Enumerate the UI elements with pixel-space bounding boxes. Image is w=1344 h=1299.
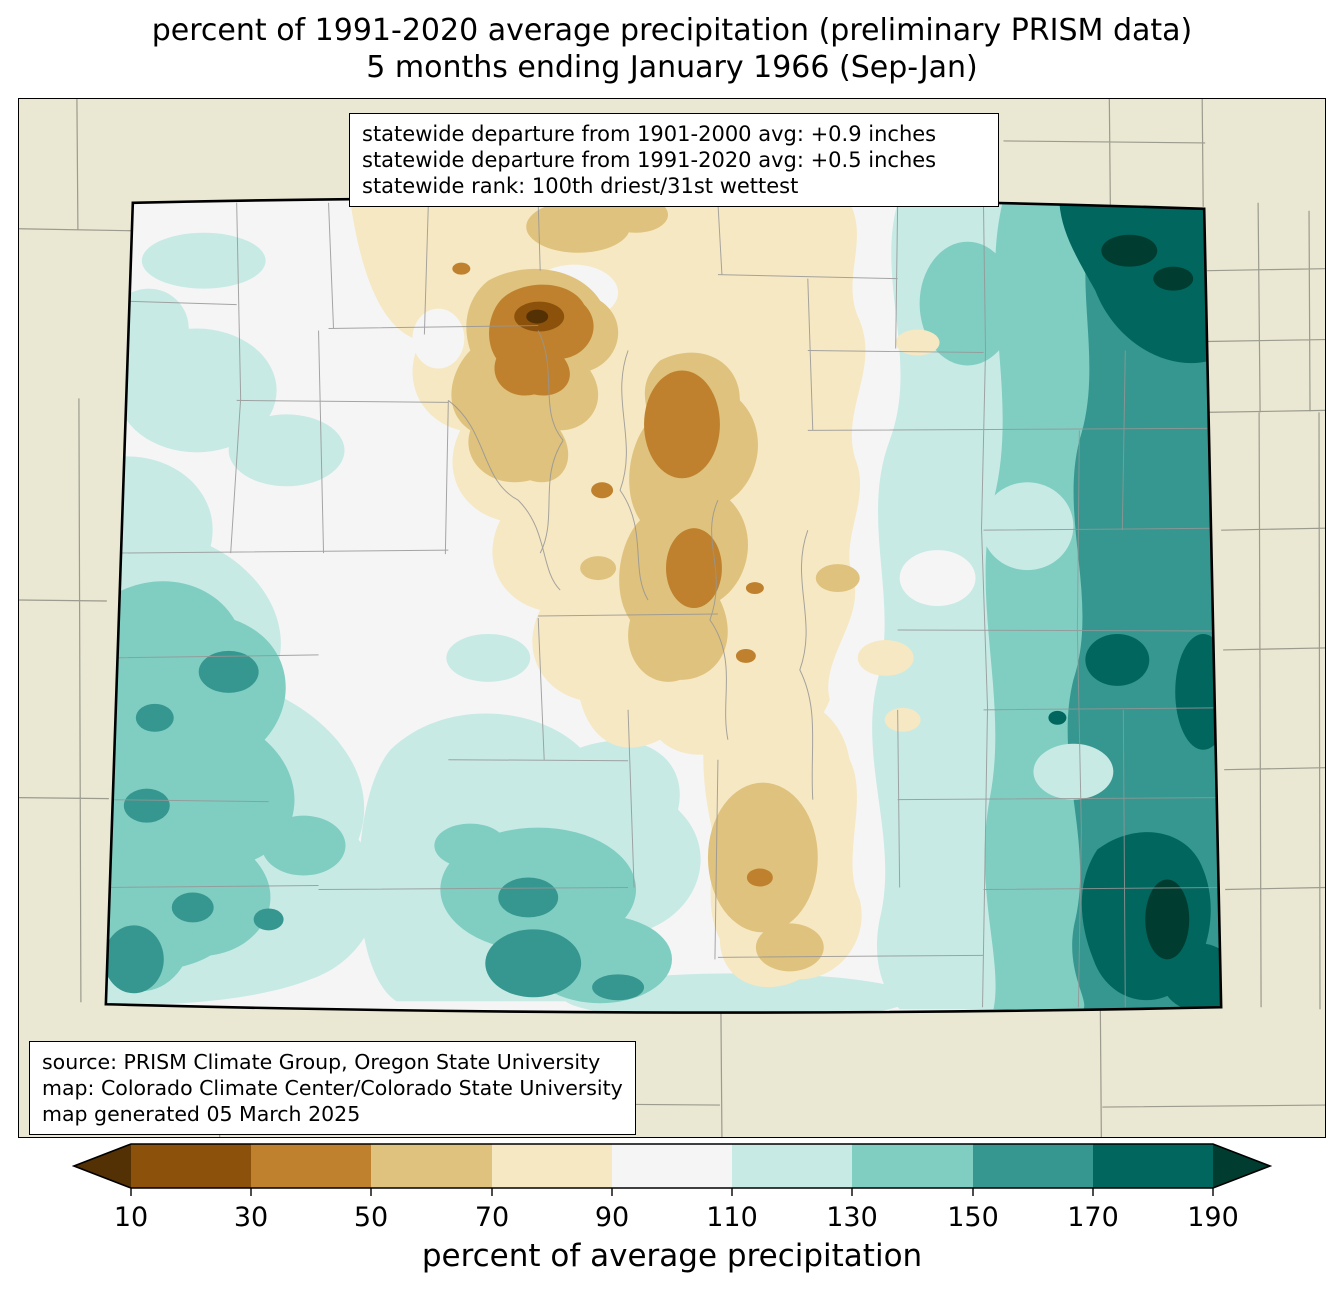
colorbar-tick-label: 110 [706,1202,758,1233]
colorbar-segment [732,1144,853,1188]
colorbar-segment [371,1144,493,1188]
colorbar-svg: 10 30 50 70 90 110 130 150 170 190 [72,1143,1272,1233]
colorbar-segment [612,1144,733,1188]
colorbar-segment [492,1144,613,1188]
colorbar-tick-labels: 10 30 50 70 90 110 130 150 170 190 [114,1202,1239,1233]
contours-deepest-teal [1101,234,1194,960]
contour-fill-layers [105,198,1222,1013]
colorbar-segment [131,1144,252,1188]
colorbar-tick-label: 190 [1187,1202,1239,1233]
colorbar-segment [1093,1144,1213,1188]
colorbar-tick-label: 170 [1067,1202,1119,1233]
colorbar-segment [973,1144,1094,1188]
colorbar: 10 30 50 70 90 110 130 150 170 190 [0,1142,1344,1238]
contours-dark-brown [514,301,565,332]
colorbar-segment [251,1144,372,1188]
colorbar-ticks [130,1188,1214,1196]
colorbar-segment [852,1144,974,1188]
colorbar-tick-label: 90 [595,1202,629,1233]
colorbar-tick-label: 150 [947,1202,999,1233]
colorbar-tick-label: 50 [354,1202,388,1233]
colorbar-tick-label: 30 [234,1202,268,1233]
county-boundaries [105,202,1222,1008]
stats-line-departure-1991: statewide departure from 1991-2020 avg: … [362,148,937,172]
source-box: source: PRISM Climate Group, Oregon Stat… [29,1041,636,1135]
colorbar-axis-label: percent of average precipitation [421,1238,923,1274]
title-line-1: percent of 1991-2020 average precipitati… [151,13,1193,48]
neighbor-boundaries [19,99,1325,1137]
colorbar-tick-label: 10 [114,1202,148,1233]
stats-line-departure-1901: statewide departure from 1901-2000 avg: … [362,122,937,146]
map-credit-line: map: Colorado Climate Center/Colorado St… [42,1076,623,1100]
contours-pale-holes [899,482,1114,800]
map-frame: statewide departure from 1901-2000 avg: … [18,98,1326,1138]
colorbar-tick-label: 130 [826,1202,878,1233]
figure-title: percent of 1991-2020 average precipitati… [0,12,1344,86]
colorbar-tick-label: 70 [475,1202,509,1233]
title-line-2: 5 months ending January 1966 (Sep-Jan) [366,50,978,85]
precipitation-map [19,99,1325,1137]
contours-dark-teal [105,200,1222,1010]
source-line: source: PRISM Climate Group, Oregon Stat… [42,1050,601,1074]
colorbar-under-arrow [74,1144,131,1188]
colorbar-over-arrow [1213,1144,1270,1188]
stats-box: statewide departure from 1901-2000 avg: … [349,113,999,207]
contours-brown [452,262,773,887]
map-generated-line: map generated 05 March 2025 [42,1102,361,1126]
stats-line-rank: statewide rank: 100th driest/31st wettes… [362,174,799,198]
